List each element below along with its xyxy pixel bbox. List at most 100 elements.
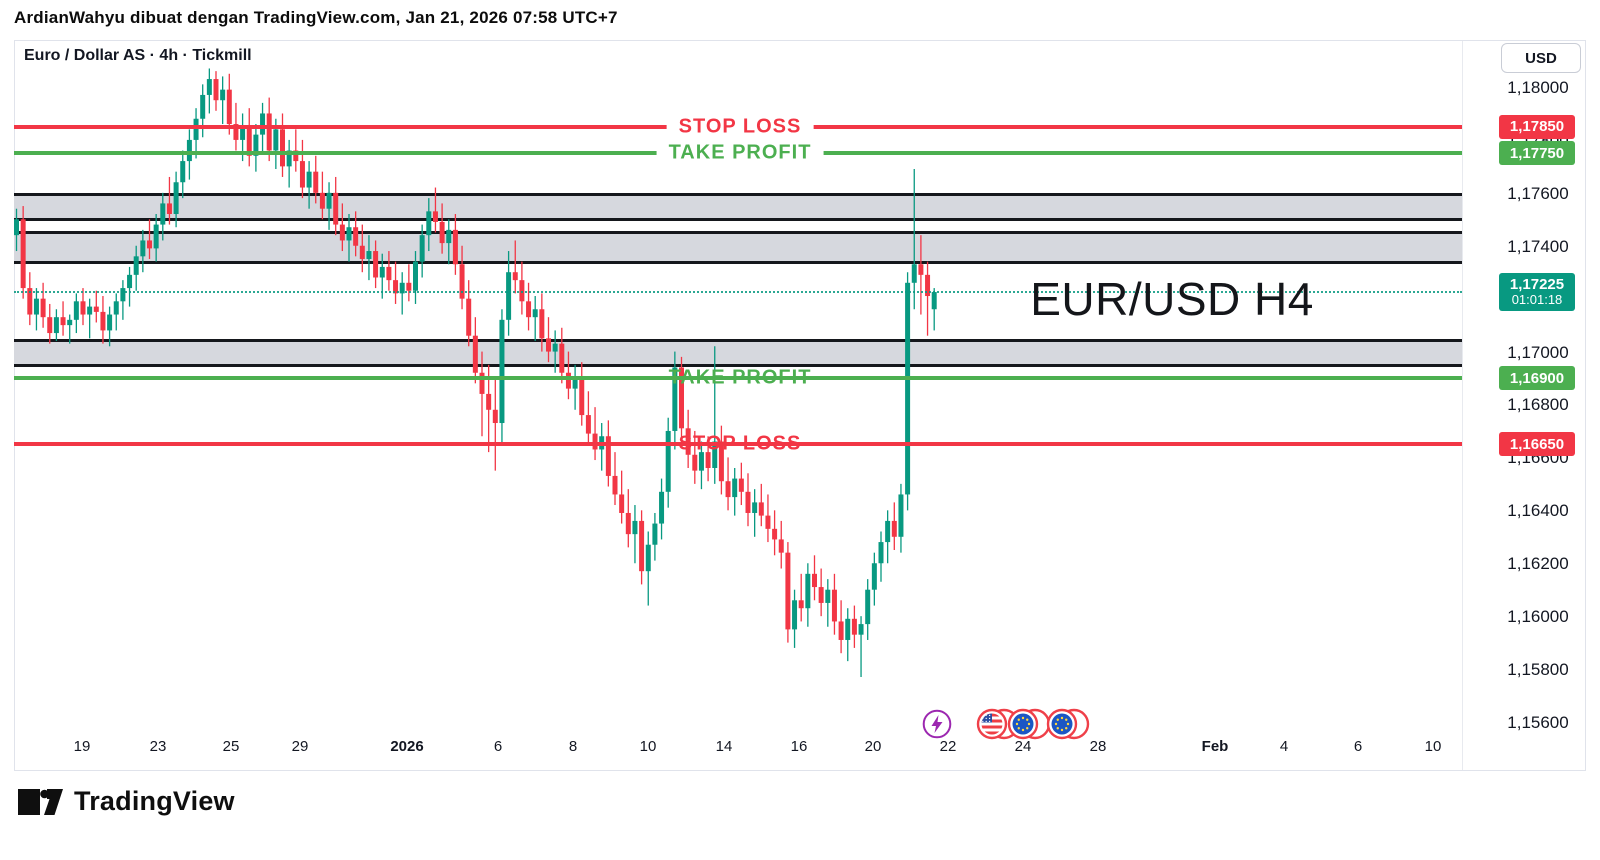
candle-body bbox=[765, 515, 771, 529]
candle-body bbox=[260, 113, 266, 135]
candle-body bbox=[246, 126, 252, 156]
candle-body bbox=[732, 478, 738, 498]
candle-body bbox=[552, 343, 558, 352]
candle-body bbox=[200, 94, 206, 119]
candle-body bbox=[373, 251, 379, 278]
candle-body bbox=[878, 542, 884, 564]
candle-body bbox=[353, 227, 359, 246]
candle-body bbox=[785, 552, 791, 630]
time-tick-label: 29 bbox=[291, 738, 309, 755]
candle-body bbox=[226, 89, 232, 125]
candle-body bbox=[299, 161, 305, 188]
take-profit-lower-line[interactable] bbox=[14, 376, 1462, 381]
candle-body bbox=[313, 171, 319, 193]
time-tick-label: 14 bbox=[715, 738, 733, 755]
candle-body bbox=[865, 589, 871, 625]
candle-body bbox=[559, 343, 565, 373]
stop-loss-upper-price-badge: 1,17850 bbox=[1499, 114, 1575, 139]
candle-body bbox=[233, 124, 239, 140]
candle-body bbox=[286, 150, 292, 167]
candle-body bbox=[147, 240, 152, 249]
candle-body bbox=[326, 192, 332, 209]
candle-body bbox=[127, 274, 133, 289]
chart-title: Euro / Dollar AS · 4h · Tickmill bbox=[24, 47, 252, 64]
candle-body bbox=[253, 134, 259, 156]
candle-body bbox=[891, 520, 897, 537]
candle-body bbox=[206, 79, 212, 95]
price-tick-label: 1,15600 bbox=[1507, 712, 1569, 732]
candle-body bbox=[692, 454, 698, 471]
candle-body bbox=[519, 280, 525, 302]
candle-body bbox=[905, 282, 911, 495]
economic-event-lightning-icon[interactable] bbox=[922, 709, 952, 744]
candle-body bbox=[712, 441, 718, 468]
candle-body bbox=[459, 264, 465, 299]
candle-body bbox=[14, 219, 19, 236]
candle-body bbox=[113, 301, 119, 315]
candle-body bbox=[266, 113, 272, 151]
time-tick-label: 25 bbox=[222, 738, 240, 755]
candle-body bbox=[772, 528, 778, 540]
supply-demand-zone[interactable] bbox=[14, 193, 1462, 222]
price-tick-label: 1,16000 bbox=[1507, 607, 1569, 627]
candle-body bbox=[619, 494, 625, 513]
candle-body bbox=[838, 621, 844, 640]
candle-body bbox=[778, 539, 784, 553]
stop-loss-upper-label: STOP LOSS bbox=[666, 115, 814, 139]
candle-body bbox=[546, 338, 551, 352]
candle-body bbox=[758, 502, 764, 516]
candle-body bbox=[339, 224, 345, 241]
candle-body bbox=[871, 563, 877, 590]
time-tick-label: 2026 bbox=[390, 738, 424, 755]
candle-body bbox=[80, 301, 86, 315]
stop-loss-lower-price-badge: 1,16650 bbox=[1499, 432, 1575, 457]
candle-body bbox=[605, 436, 611, 476]
stop-loss-lower-line[interactable] bbox=[14, 442, 1462, 447]
candle-body bbox=[186, 139, 192, 162]
attribution-text: ArdianWahyu dibuat dengan TradingView.co… bbox=[14, 8, 618, 27]
candle-body bbox=[439, 221, 445, 244]
candle-body bbox=[93, 306, 99, 312]
candle-body bbox=[931, 292, 937, 310]
candle-body bbox=[705, 452, 711, 468]
candle-body bbox=[718, 441, 724, 482]
candle-body bbox=[333, 192, 339, 225]
candle-body bbox=[812, 573, 817, 588]
candle-body bbox=[612, 475, 618, 495]
supply-demand-zone[interactable] bbox=[14, 338, 1462, 367]
time-tick-label: 24 bbox=[1014, 738, 1032, 755]
candle-body bbox=[579, 378, 585, 416]
tradingview-logo[interactable]: TradingView bbox=[18, 786, 235, 817]
candle-body bbox=[805, 573, 811, 609]
candle-body bbox=[831, 589, 837, 622]
candle-body bbox=[526, 301, 532, 318]
time-tick-label: 23 bbox=[149, 738, 167, 755]
time-tick-label: 10 bbox=[639, 738, 657, 755]
currency-usd-button[interactable]: USD bbox=[1501, 43, 1581, 73]
candle-body bbox=[539, 309, 545, 339]
candle-body bbox=[100, 311, 106, 331]
candle-body bbox=[466, 298, 472, 336]
candle-body bbox=[406, 282, 412, 291]
eu-flag-event-icon[interactable] bbox=[1046, 707, 1094, 746]
candle-body bbox=[280, 129, 285, 167]
take-profit-upper-price-badge: 1,17750 bbox=[1499, 141, 1575, 166]
candle-body bbox=[825, 589, 831, 603]
candle-body bbox=[240, 126, 246, 140]
tradingview-logo-icon bbox=[18, 788, 63, 815]
candle-body bbox=[672, 367, 678, 431]
supply-demand-zone[interactable] bbox=[14, 230, 1462, 264]
candle-body bbox=[160, 203, 166, 225]
candle-body bbox=[120, 288, 126, 302]
stop-loss-lower-label: STOP LOSS bbox=[678, 432, 802, 455]
candle-body bbox=[645, 544, 651, 572]
candle-body bbox=[432, 211, 438, 222]
candle-body bbox=[479, 372, 485, 394]
candle-body bbox=[652, 523, 658, 545]
candle-body bbox=[133, 256, 139, 275]
candle-body bbox=[319, 192, 325, 209]
candle-body bbox=[851, 618, 857, 635]
candle-body bbox=[346, 227, 352, 241]
candle-body bbox=[565, 372, 571, 389]
